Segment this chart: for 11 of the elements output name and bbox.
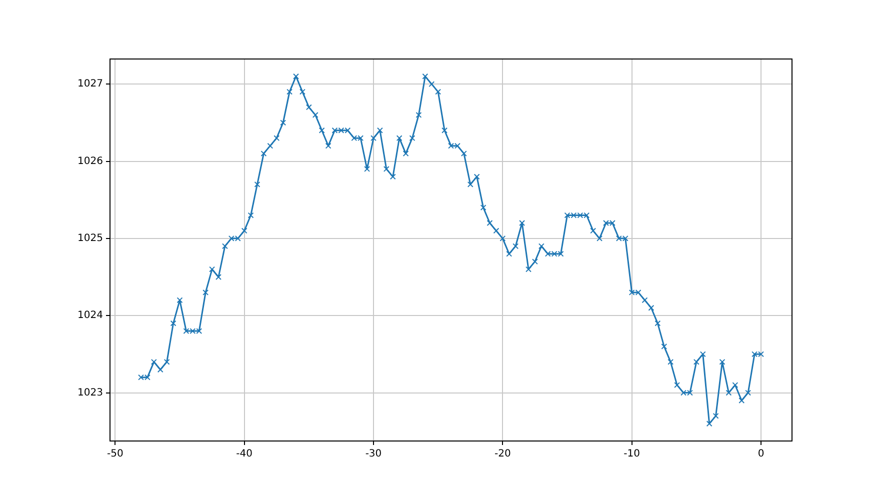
x-tick-label: -40 (236, 448, 253, 460)
y-tick-label: 1025 (78, 233, 103, 244)
x-tick-label: -20 (494, 448, 511, 460)
x-tick-label: -50 (106, 448, 124, 460)
x-tick-label: 0 (758, 448, 764, 460)
x-tick-label: -10 (624, 448, 640, 460)
x-tick-label: -30 (365, 448, 382, 460)
y-tick-label: 1024 (78, 310, 103, 322)
y-tick-label: 1023 (78, 387, 103, 398)
y-tick-label: 1027 (78, 78, 103, 90)
y-tick-label: 1026 (78, 156, 103, 167)
